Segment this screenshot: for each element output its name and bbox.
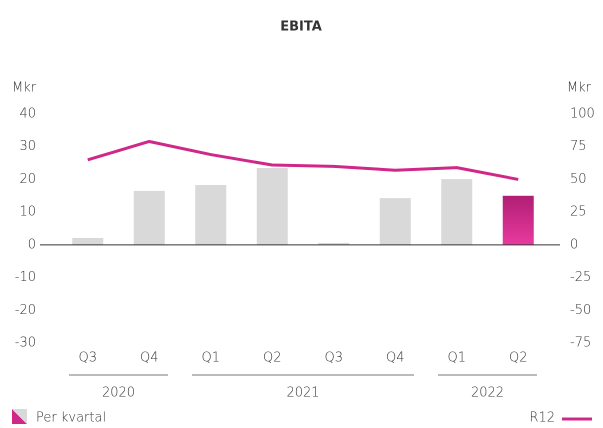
y-tick-label: 40	[19, 107, 36, 122]
y2-tick-label: 75	[570, 139, 587, 154]
x-tick-label: Q2	[509, 351, 528, 366]
y-tick-label: 10	[19, 205, 36, 220]
y-axis-label: Mkr	[12, 81, 37, 96]
year-label: 2021	[286, 386, 319, 401]
chart-title: EBITA	[280, 20, 322, 35]
bar	[318, 242, 350, 245]
bar	[379, 198, 411, 245]
y2-tick-label: -25	[570, 270, 591, 285]
y2-tick-label: 0	[570, 237, 578, 252]
year-label: 2022	[471, 386, 504, 401]
legend-label: Per kvartal	[36, 411, 106, 426]
bar	[133, 190, 165, 245]
x-tick-label: Q4	[386, 351, 405, 366]
x-tick-label: Q2	[263, 351, 282, 366]
x-tick-label: Q1	[447, 351, 466, 366]
y-tick-label: 30	[19, 139, 36, 154]
y2-tick-label: -75	[570, 336, 591, 351]
y2-axis-label: Mkr	[567, 81, 592, 96]
y2-tick-label: 100	[570, 107, 595, 122]
legend-swatch	[12, 409, 27, 424]
bar	[441, 179, 473, 245]
bar	[72, 237, 104, 245]
y2-tick-label: 50	[570, 172, 587, 187]
y-tick-label: -20	[15, 303, 36, 318]
y2-tick-label: -50	[570, 303, 591, 318]
x-tick-label: Q1	[201, 351, 220, 366]
line	[87, 139, 519, 181]
y-tick-label: 0	[28, 237, 36, 252]
y2-tick-label: 25	[570, 205, 587, 220]
bar	[502, 195, 534, 245]
y-tick-label: -30	[15, 336, 36, 351]
y-tick-label: -10	[15, 270, 36, 285]
x-tick-label: Q3	[78, 351, 97, 366]
year-label: 2020	[102, 386, 135, 401]
bar	[195, 184, 227, 245]
y-tick-label: 20	[19, 172, 36, 187]
x-tick-label: Q3	[324, 351, 343, 366]
bar	[256, 167, 288, 245]
legend-label: R12	[529, 411, 555, 426]
x-tick-label: Q4	[140, 351, 159, 366]
